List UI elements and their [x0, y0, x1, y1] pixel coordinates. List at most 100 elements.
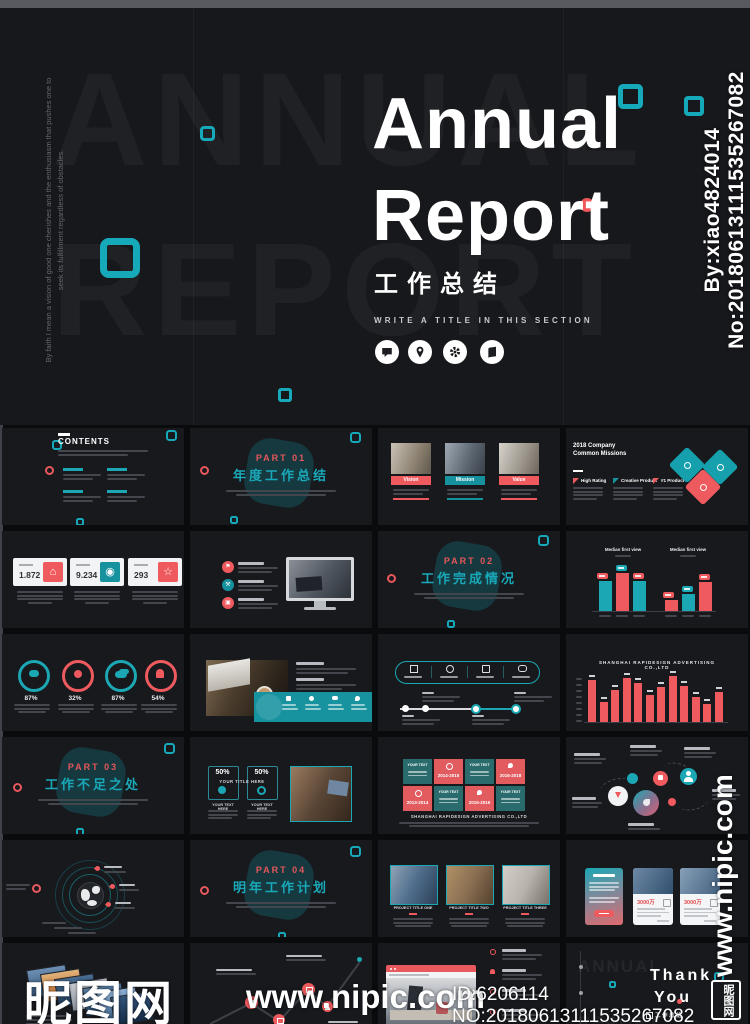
- globe-icon: ◉: [100, 562, 120, 582]
- teal-square-ring: [538, 535, 549, 546]
- slide-thumb-part-01[interactable]: PART 01 年度工作总结: [190, 428, 372, 525]
- watermark-footer-site: www.nipic.com: [246, 978, 485, 1015]
- top-edge-strip: [0, 0, 750, 8]
- person-icon: [490, 969, 495, 974]
- slide-thumb-stat-cards[interactable]: 1.872 ⌂ 9.234 ◉ 293 ☆: [2, 531, 184, 628]
- slide-thumb-year-tiles[interactable]: YOUR TEXT 2014-2015 YOUR TEXT 2016-2018 …: [378, 737, 560, 834]
- slide-thumb-milestones[interactable]: [190, 943, 372, 1024]
- red-ring: [200, 466, 209, 475]
- slide-thumb-thank-you[interactable]: ANNUAL REPORT Thank You 工作总结: [566, 943, 748, 1024]
- slide-thumb-donuts[interactable]: 87% 32% 87% 54%: [2, 634, 184, 731]
- slide-thumb-fifty-percent[interactable]: 50% 50% YOUR TITLE HERE YOUR TEXT HERE Y…: [190, 737, 372, 834]
- funnel-circle-icon: [608, 786, 628, 806]
- tile-text: YOUR TEXT: [403, 759, 432, 784]
- icon-glyph: [700, 484, 707, 491]
- teal-circle: [627, 773, 638, 784]
- slide-thumb-browser[interactable]: [378, 943, 560, 1024]
- teal-circle-icon: [218, 786, 226, 794]
- gear-icon: [443, 340, 467, 364]
- price-text: 3000万: [684, 900, 702, 906]
- link-icon: [446, 763, 453, 770]
- teal-square-ring: [350, 846, 361, 857]
- tile-text: YOUR TEXT: [465, 759, 494, 784]
- red-ring: [200, 886, 209, 895]
- tile-text: YOUR TEXT: [434, 786, 463, 811]
- card-label: Vision: [391, 476, 431, 485]
- slide-thumb-grouped-bar-chart[interactable]: Median first view Median first view: [566, 531, 748, 628]
- part-title: 工作完成情况: [420, 571, 517, 586]
- slide-thumb-part-03[interactable]: PART 03 工作不足之处: [2, 737, 184, 834]
- cover-title-line2: Report: [372, 176, 610, 256]
- ghost-text: REPORT: [578, 1013, 661, 1024]
- speech-bubble-icon: [375, 340, 399, 364]
- line-dot: [578, 965, 583, 969]
- teal-square-ring: [164, 743, 175, 754]
- slide-thumb-vision-cards[interactable]: Vision Mission Value: [378, 428, 560, 525]
- panel-divider: [563, 8, 564, 425]
- slide-thumb-timeline[interactable]: [378, 634, 560, 731]
- clock-icon: [309, 696, 314, 701]
- teal-square-ring: [684, 96, 704, 116]
- gradient-circle: [633, 790, 659, 816]
- slide-thumb-coffee-banner[interactable]: [190, 634, 372, 731]
- teal-dot: [278, 932, 286, 937]
- red-ring: [13, 783, 22, 792]
- cover-tagline: WRITE A TITLE IN THIS SECTION: [374, 316, 593, 325]
- slide-thumb-part-02[interactable]: PART 02 工作完成情况: [378, 531, 560, 628]
- house-icon: ⌂: [43, 562, 63, 582]
- cover-subtitle: 工作总结: [374, 271, 506, 298]
- slide-thumb-circle-cluster[interactable]: [566, 737, 748, 834]
- book-icon: [480, 340, 504, 364]
- tile-year: 2013-2014: [403, 786, 432, 811]
- tile-year: 2016-2018: [496, 759, 525, 784]
- slide-thumb-projects[interactable]: PROJECT TITLE ONE PROJECT TITLE TWO PROJ…: [378, 840, 560, 937]
- red-circle: [653, 771, 668, 786]
- dash: [573, 470, 583, 472]
- line-dot: [578, 991, 583, 995]
- dashed-connector: [676, 792, 710, 813]
- teal-square-ring: [350, 432, 361, 443]
- slide-thumb-contents[interactable]: CONTENTS: [2, 428, 184, 525]
- slide-thumb-monitor[interactable]: ⚑ ⚒ ▣: [190, 531, 372, 628]
- slide-thumb-app-cards[interactable]: 3000万 3000万: [566, 840, 748, 937]
- slide-thumb-photo-fan[interactable]: [2, 943, 184, 1024]
- icon-glyph: [684, 462, 691, 469]
- watermark-side-author: By:xiao4824014 No:20180613111535267082: [701, 71, 748, 349]
- teal-dot: [76, 518, 84, 525]
- part-title: 年度工作总结: [232, 468, 329, 483]
- pencil-icon: [663, 899, 671, 907]
- pin-icon: [477, 790, 482, 795]
- price-text: 3000万: [637, 900, 655, 906]
- pin-icon: [355, 696, 360, 701]
- part-label: PART 02: [443, 556, 495, 566]
- chat-icon: [446, 665, 454, 673]
- cover-title-line1: Annual: [372, 84, 622, 164]
- slide-thumb-part-04[interactable]: PART 04 明年工作计划: [190, 840, 372, 937]
- red-dot: [580, 198, 594, 212]
- slide-thumb-missions[interactable]: 2018 Company Common Missions High Rating…: [566, 428, 748, 525]
- flag-icon: ⚑: [222, 561, 234, 573]
- small-red-circle: [668, 798, 676, 806]
- chart-title: Median first view: [669, 547, 707, 552]
- dash: [58, 433, 70, 436]
- dotted-line: [580, 951, 581, 1024]
- ring-icon: [490, 1009, 496, 1015]
- cover-slide[interactable]: ANNUAL REPORT By faith I mean a vision o…: [0, 8, 750, 425]
- contents-title: CONTENTS: [58, 437, 110, 446]
- person-circle-icon: [680, 768, 697, 785]
- company-title: SHANGHAI RAPIDESIGN ADVERTISING CO.,LTD: [410, 814, 528, 819]
- link-icon: [415, 790, 422, 797]
- slide-thumb-red-bar-chart[interactable]: SHANGHAI RAPIDESIGN ADVERTISING CO.,LTD: [566, 634, 748, 731]
- star-icon: ☆: [158, 562, 178, 582]
- cloud-icon: [332, 696, 338, 700]
- tile-year: 2014-2015: [434, 759, 463, 784]
- teal-square-ring: [166, 430, 177, 441]
- thanks-line1: Thank: [650, 967, 713, 984]
- chart-icon: [286, 696, 291, 701]
- watermark-footer-id: ID:6206114 NO:20180613111535267082: [452, 984, 695, 1024]
- side-quote: By faith I mean a vision of good one che…: [44, 77, 65, 363]
- slide-thumb-globe[interactable]: [2, 840, 184, 937]
- fifty-title: YOUR TITLE HERE: [219, 779, 265, 784]
- chat-circle-icon: [245, 996, 258, 1009]
